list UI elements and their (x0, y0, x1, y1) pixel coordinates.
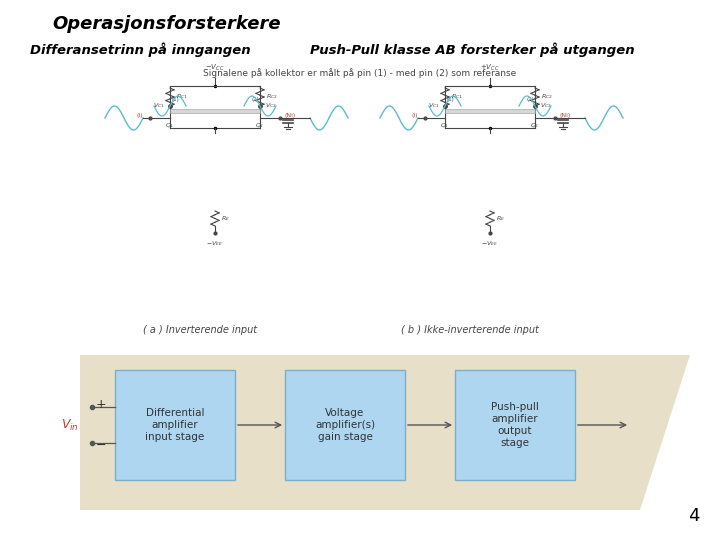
Text: $-V_{CC}$: $-V_{CC}$ (205, 63, 225, 73)
Text: (1): (1) (446, 97, 454, 102)
Text: Differential: Differential (145, 408, 204, 418)
Text: output: output (498, 426, 532, 436)
Text: amplifier(s): amplifier(s) (315, 420, 375, 430)
Text: $V_{C1}$: $V_{C1}$ (428, 102, 440, 111)
Text: Differansetrinn på inngangen: Differansetrinn på inngangen (30, 42, 251, 57)
Text: Push-Pull klasse AB forsterker på utgangen: Push-Pull klasse AB forsterker på utgang… (310, 42, 634, 57)
Text: (i): (i) (412, 112, 418, 118)
Text: 4: 4 (688, 507, 700, 525)
Text: $R_{C2}$: $R_{C2}$ (266, 92, 278, 102)
Text: stage: stage (500, 438, 529, 448)
Text: $Q_2$: $Q_2$ (256, 121, 265, 130)
Text: ( b ) Ikke-inverterende input: ( b ) Ikke-inverterende input (401, 325, 539, 335)
Text: ( a ) Inverterende input: ( a ) Inverterende input (143, 325, 257, 335)
FancyBboxPatch shape (115, 370, 235, 480)
Text: +: + (96, 399, 107, 411)
Text: $R_{C2}$: $R_{C2}$ (541, 92, 553, 102)
Text: gain stage: gain stage (318, 432, 372, 442)
Text: (2): (2) (526, 97, 534, 102)
Text: (i): (i) (137, 112, 143, 118)
Text: Signalene på kollektor er målt på pin (1) - med pin (2) som referanse: Signalene på kollektor er målt på pin (1… (203, 68, 517, 78)
Text: Operasjonsforsterkere: Operasjonsforsterkere (52, 15, 281, 33)
Text: −: − (96, 438, 107, 451)
Text: $V_{in}$: $V_{in}$ (61, 417, 79, 433)
Text: $R_E$: $R_E$ (496, 214, 505, 224)
Text: (Ni): (Ni) (284, 112, 296, 118)
Polygon shape (80, 355, 690, 510)
Text: Push-pull: Push-pull (491, 402, 539, 412)
Text: amplifier: amplifier (152, 420, 198, 430)
Text: $R_{C1}$: $R_{C1}$ (451, 92, 463, 102)
Text: (Ni): (Ni) (559, 112, 571, 118)
Text: $-V_{EE}$: $-V_{EE}$ (482, 239, 498, 248)
Text: amplifier: amplifier (492, 414, 539, 424)
Text: $Q_1$: $Q_1$ (441, 121, 450, 130)
Text: (1): (1) (171, 97, 179, 102)
Text: $V_{C2}$: $V_{C2}$ (265, 102, 276, 111)
Text: $+V_{CC}$: $+V_{CC}$ (480, 63, 500, 73)
Text: $R_{C1}$: $R_{C1}$ (176, 92, 188, 102)
FancyBboxPatch shape (285, 370, 405, 480)
Text: (2): (2) (251, 97, 259, 102)
Text: $Q_2$: $Q_2$ (531, 121, 539, 130)
Text: Voltage: Voltage (325, 408, 364, 418)
Text: $R_E$: $R_E$ (221, 214, 230, 224)
FancyBboxPatch shape (170, 109, 260, 113)
Text: $-V_{EE}$: $-V_{EE}$ (207, 239, 223, 248)
FancyBboxPatch shape (445, 109, 535, 113)
Text: $Q_1$: $Q_1$ (166, 121, 175, 130)
Text: $V_{C2}$: $V_{C2}$ (540, 102, 552, 111)
FancyBboxPatch shape (455, 370, 575, 480)
Text: input stage: input stage (145, 432, 204, 442)
Text: $V_{C1}$: $V_{C1}$ (153, 102, 165, 111)
